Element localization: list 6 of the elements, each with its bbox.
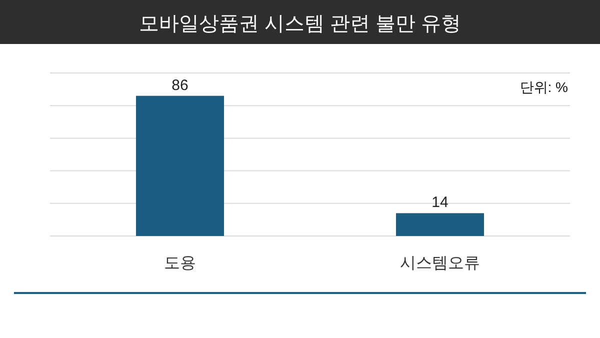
x-tick-label: 도용 [164, 255, 196, 272]
x-tick-label: 시스템오류 [400, 255, 480, 272]
chart-title: 모바일상품권 시스템 관련 불만 유형 [138, 13, 462, 35]
data-label: 14 [432, 194, 448, 212]
data-label: 86 [172, 76, 188, 94]
annotation: 단위: % [520, 79, 568, 95]
